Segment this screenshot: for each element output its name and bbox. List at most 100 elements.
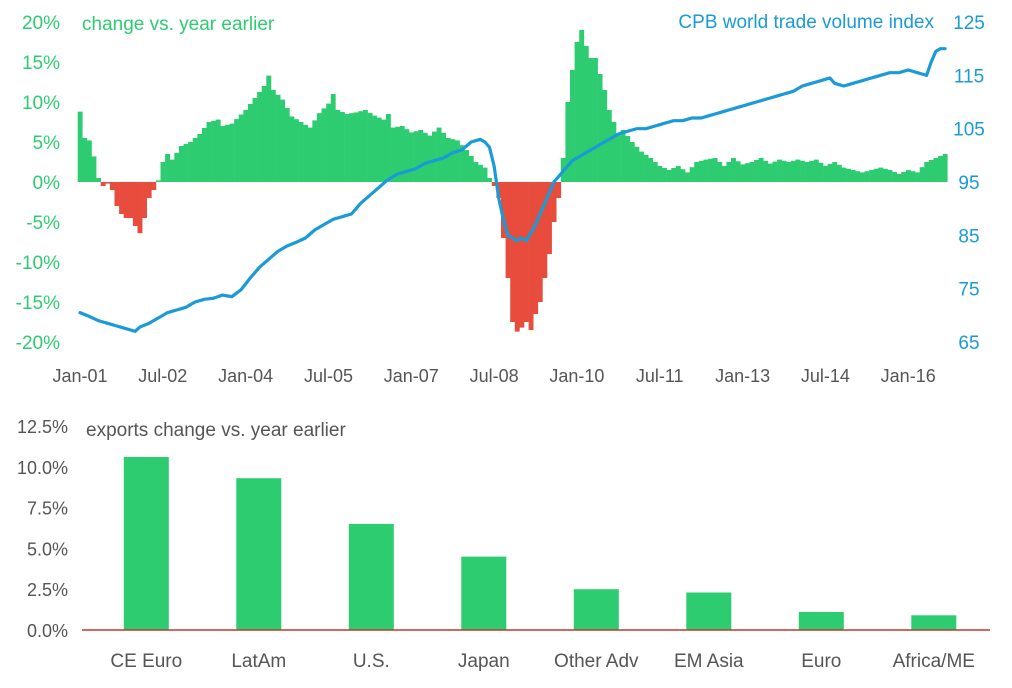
change-bar <box>675 166 681 182</box>
x-axis-tick-label: Jan-16 <box>881 366 936 386</box>
change-bar <box>487 178 493 182</box>
bottom-y-tick-label: 7.5% <box>27 499 68 519</box>
change-bar <box>362 110 368 182</box>
change-bar <box>326 103 332 182</box>
change-bar <box>882 168 888 182</box>
change-bar <box>901 172 907 182</box>
change-bar <box>919 167 925 182</box>
change-bar <box>652 162 658 182</box>
left-axis-tick-label: 15% <box>22 53 60 74</box>
change-bar <box>763 160 769 182</box>
change-bar <box>349 113 355 182</box>
change-bar <box>896 174 902 182</box>
change-bar <box>376 117 382 182</box>
change-bar <box>892 172 897 182</box>
change-bar <box>841 167 847 182</box>
change-bar <box>924 162 930 182</box>
change-bar <box>639 151 644 182</box>
change-bar <box>574 42 580 182</box>
change-bar <box>708 158 713 182</box>
x-axis-tick-label: Jan-10 <box>549 366 604 386</box>
change-bar <box>698 160 704 182</box>
left-axis-ticks: 20% 15% 10% 5% 0% -5% -10% -15% -20% <box>16 13 60 354</box>
change-bar <box>726 162 732 182</box>
change-bar <box>680 169 686 182</box>
change-bar <box>105 182 111 184</box>
change-bar <box>570 70 575 182</box>
change-bar <box>330 94 336 182</box>
change-bar <box>395 126 401 182</box>
change-bar <box>795 159 801 182</box>
x-axis-tick-label: Jul-02 <box>138 366 187 386</box>
left-axis-tick-label: -10% <box>16 253 60 274</box>
change-bar <box>629 142 635 182</box>
change-bar <box>211 120 217 182</box>
change-bar <box>905 170 911 182</box>
change-bar <box>358 111 364 182</box>
change-bar <box>910 171 916 182</box>
change-bar <box>703 159 709 182</box>
change-bar <box>790 160 796 182</box>
change-bar <box>312 120 318 182</box>
change-bar <box>298 122 304 182</box>
right-axis-tick-label: 95 <box>958 173 979 194</box>
change-bar <box>887 170 893 182</box>
change-bar <box>781 160 787 182</box>
left-axis-tick-label: -5% <box>26 213 60 234</box>
change-bar <box>123 182 129 218</box>
change-bar <box>473 162 479 182</box>
change-bar <box>505 182 511 278</box>
export-bar <box>348 523 394 630</box>
bottom-bars-group <box>123 457 957 630</box>
category-label: Japan <box>458 651 510 672</box>
export-bar <box>573 589 619 630</box>
bottom-y-axis-ticks: 12.5% 10.0% 7.5% 5.0% 2.5% 0.0% <box>17 417 68 641</box>
change-bar <box>928 160 934 182</box>
change-bar <box>625 136 631 182</box>
change-bar <box>772 161 778 182</box>
x-axis-tick-label: Jul-05 <box>304 366 353 386</box>
change-bar <box>261 86 267 182</box>
change-bar <box>431 131 437 182</box>
change-bar <box>855 171 861 182</box>
right-axis-ticks: 125 115 105 95 85 75 65 <box>953 13 985 354</box>
change-bar <box>643 154 649 182</box>
change-bar <box>662 168 667 182</box>
change-bar <box>477 164 483 182</box>
right-axis-tick-label: 85 <box>958 226 979 247</box>
change-bar <box>869 170 874 182</box>
change-bar <box>620 130 626 182</box>
change-bar <box>482 167 488 182</box>
change-bar <box>390 127 396 182</box>
change-bar <box>188 142 194 182</box>
change-bar <box>220 126 226 182</box>
change-bar <box>634 146 640 182</box>
left-axis-tick-label: -15% <box>16 293 60 314</box>
change-bar <box>602 90 608 182</box>
change-bar <box>454 140 460 182</box>
change-bar <box>597 74 603 182</box>
change-bar <box>160 162 166 182</box>
top-bars-group <box>77 30 948 332</box>
change-bar <box>215 119 221 182</box>
right-axis-tick-label: 105 <box>953 120 985 141</box>
change-bar <box>224 124 230 182</box>
change-bar <box>873 168 879 182</box>
change-bar <box>445 138 451 182</box>
change-bar <box>657 166 663 182</box>
change-bar <box>616 134 621 182</box>
change-bar <box>427 135 433 182</box>
change-bar <box>275 94 281 182</box>
change-bar <box>86 140 92 182</box>
change-bar <box>381 119 387 182</box>
change-bar <box>418 130 424 182</box>
change-bar <box>588 58 594 182</box>
change-bar <box>372 115 378 182</box>
change-bar <box>933 158 939 182</box>
change-bar <box>754 160 759 182</box>
change-bar <box>878 167 884 182</box>
change-bar <box>850 170 856 182</box>
change-bar <box>809 160 815 182</box>
change-bar <box>579 30 585 182</box>
change-bar <box>408 132 414 182</box>
